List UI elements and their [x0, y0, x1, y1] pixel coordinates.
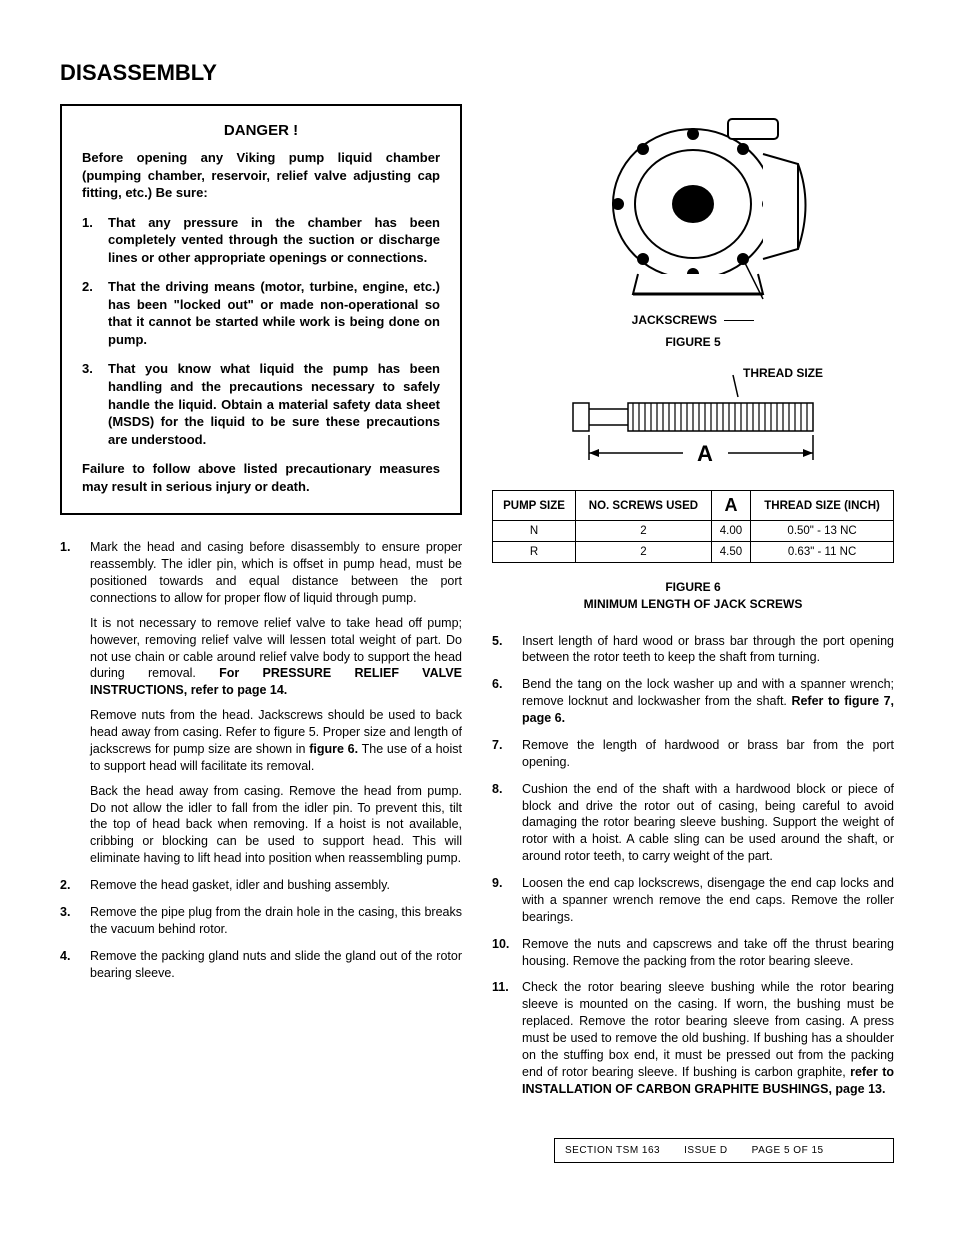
- col-screws-used: NO. SCREWS USED: [576, 491, 712, 521]
- cell: R: [493, 542, 576, 563]
- left-column: DANGER ! Before opening any Viking pump …: [60, 104, 462, 1108]
- table-row: N 2 4.00 0.50" - 13 NC: [493, 521, 894, 542]
- table-row: R 2 4.50 0.63" - 11 NC: [493, 542, 894, 563]
- danger-intro: Before opening any Viking pump liquid ch…: [82, 149, 440, 202]
- cell: 2: [576, 521, 712, 542]
- step-text: Insert length of hard wood or brass bar …: [522, 634, 894, 665]
- thread-size-label: THREAD SIZE: [743, 366, 823, 380]
- step-2: Remove the head gasket, idler and bushin…: [60, 877, 462, 894]
- danger-item: That you know what liquid the pump has b…: [82, 360, 440, 448]
- footer-section: SECTION TSM 163: [565, 1145, 660, 1156]
- step-text: Bend the tang on the lock washer up and …: [522, 677, 894, 725]
- figure-5: JACKSCREWS FIGURE 5: [492, 104, 894, 349]
- figure-5-caption: FIGURE 5: [492, 335, 894, 349]
- danger-footer: Failure to follow above listed precautio…: [82, 460, 440, 495]
- dimension-a-label: A: [697, 441, 713, 466]
- right-column: JACKSCREWS FIGURE 5 THREAD SIZE: [492, 104, 894, 1108]
- cell: 4.50: [711, 542, 750, 563]
- step-3: Remove the pipe plug from the drain hole…: [60, 904, 462, 938]
- leader-line: [724, 320, 754, 321]
- step-5: Insert length of hard wood or brass bar …: [492, 633, 894, 667]
- col-pump-size: PUMP SIZE: [493, 491, 576, 521]
- danger-box: DANGER ! Before opening any Viking pump …: [60, 104, 462, 515]
- step-text: Mark the head and casing before disassem…: [90, 540, 462, 605]
- left-steps: Mark the head and casing before disassem…: [60, 539, 462, 981]
- step-11: Check the rotor bearing sleeve bushing w…: [492, 979, 894, 1097]
- step-text: Remove the pipe plug from the drain hole…: [90, 905, 462, 936]
- danger-item: That the driving means (motor, turbine, …: [82, 278, 440, 348]
- two-column-layout: DANGER ! Before opening any Viking pump …: [60, 104, 894, 1108]
- cell: 0.50" - 13 NC: [751, 521, 894, 542]
- cell: 2: [576, 542, 712, 563]
- figure-6-diagram: THREAD SIZE: [492, 365, 894, 480]
- step-para: Remove nuts from the head. Jackscrews sh…: [90, 707, 462, 775]
- step-text: Remove the length of hardwood or brass b…: [522, 738, 894, 769]
- right-steps: Insert length of hard wood or brass bar …: [492, 633, 894, 1098]
- page-footer: SECTION TSM 163 ISSUE D PAGE 5 OF 15: [554, 1138, 894, 1163]
- spec-table: PUMP SIZE NO. SCREWS USED A THREAD SIZE …: [492, 490, 894, 563]
- cell: 0.63" - 11 NC: [751, 542, 894, 563]
- danger-item: That any pressure in the chamber has bee…: [82, 214, 440, 267]
- step-text: Remove the head gasket, idler and bushin…: [90, 878, 390, 892]
- danger-list: That any pressure in the chamber has bee…: [82, 214, 440, 449]
- step-text: Remove the packing gland nuts and slide …: [90, 949, 462, 980]
- step-8: Cushion the end of the shaft with a hard…: [492, 781, 894, 865]
- step-1: Mark the head and casing before disassem…: [60, 539, 462, 867]
- pump-icon: [563, 104, 823, 304]
- footer-issue: ISSUE D: [684, 1145, 728, 1156]
- caption-line: MINIMUM LENGTH OF JACK SCREWS: [584, 597, 803, 611]
- jackscrews-label: JACKSCREWS: [492, 313, 894, 327]
- cell: N: [493, 521, 576, 542]
- step-text: Remove the nuts and capscrews and take o…: [522, 937, 894, 968]
- step-9: Loosen the end cap lockscrews, disengage…: [492, 875, 894, 926]
- step-6: Bend the tang on the lock washer up and …: [492, 676, 894, 727]
- step-text: Cushion the end of the shaft with a hard…: [522, 782, 894, 864]
- step-4: Remove the packing gland nuts and slide …: [60, 948, 462, 982]
- col-a: A: [711, 491, 750, 521]
- page: DISASSEMBLY DANGER ! Before opening any …: [0, 0, 954, 1203]
- figure-6-caption: FIGURE 6 MINIMUM LENGTH OF JACK SCREWS: [492, 579, 894, 613]
- step-text: Check the rotor bearing sleeve bushing w…: [522, 980, 894, 1095]
- footer-page: PAGE 5 OF 15: [752, 1145, 824, 1156]
- page-title: DISASSEMBLY: [60, 60, 894, 86]
- step-10: Remove the nuts and capscrews and take o…: [492, 936, 894, 970]
- caption-line: FIGURE 6: [665, 580, 720, 594]
- step-7: Remove the length of hardwood or brass b…: [492, 737, 894, 771]
- screw-icon: THREAD SIZE: [543, 365, 843, 475]
- col-thread-size: THREAD SIZE (INCH): [751, 491, 894, 521]
- label-text: JACKSCREWS: [632, 313, 717, 327]
- step-para: It is not necessary to remove relief val…: [90, 615, 462, 699]
- table-header-row: PUMP SIZE NO. SCREWS USED A THREAD SIZE …: [493, 491, 894, 521]
- step-text: Loosen the end cap lockscrews, disengage…: [522, 876, 894, 924]
- cell: 4.00: [711, 521, 750, 542]
- step-para: Back the head away from casing. Remove t…: [90, 783, 462, 867]
- danger-heading: DANGER !: [82, 122, 440, 139]
